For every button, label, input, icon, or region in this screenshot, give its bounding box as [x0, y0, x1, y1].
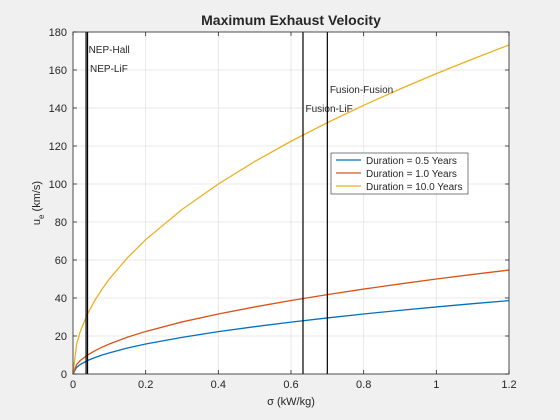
y-tick-label: 40	[55, 293, 67, 305]
vertical-line-label-2: NEP-LiF	[90, 64, 128, 75]
x-axis-label: σ (kW/kg)	[267, 396, 315, 408]
y-tick-label: 140	[49, 103, 67, 115]
legend-label-1: Duration = 0.5 Years	[366, 156, 457, 167]
vertical-lines: NEP-Hall NEP-LiF Fusion-LiF Fusion-Fusion	[85, 32, 393, 374]
y-tick-label: 180	[49, 27, 67, 39]
legend: Duration = 0.5 Years Duration = 1.0 Year…	[330, 152, 469, 195]
y-axis-label-main: u	[31, 219, 43, 225]
x-tick-label: 0.4	[211, 379, 226, 391]
vertical-line-label-4: Fusion-Fusion	[330, 85, 393, 96]
y-tick-label: 0	[61, 369, 67, 381]
x-tick-label: 0.2	[138, 379, 153, 391]
x-tick-label: 0	[70, 379, 76, 391]
ticks: 0 0.2 0.4 0.6 0.8 1 1.2 0 20 40 60 80 100 120 140 160 18…	[49, 27, 517, 391]
legend-label-2: Duration = 1.0 Years	[366, 169, 457, 180]
y-tick-label: 60	[55, 255, 67, 267]
y-tick-label: 160	[49, 65, 67, 77]
x-tick-label: 1	[433, 379, 439, 391]
legend-label-3: Duration = 10.0 Years	[366, 182, 462, 193]
x-tick-label: 1.2	[501, 379, 516, 391]
vertical-line-label-1: NEP-Hall	[89, 45, 130, 56]
x-tick-label: 0.6	[283, 379, 298, 391]
y-tick-label: 80	[55, 217, 67, 229]
chart-title: Maximum Exhaust Velocity	[201, 12, 381, 28]
y-tick-label: 100	[49, 179, 67, 191]
x-tick-label: 0.8	[356, 379, 371, 391]
y-axis-label: ue (km/s)	[31, 181, 46, 225]
vertical-line-label-3: Fusion-LiF	[305, 104, 352, 115]
y-axis-label-units: (km/s)	[31, 181, 43, 215]
y-axis-label-subscript: e	[37, 214, 46, 219]
y-tick-label: 120	[49, 141, 67, 153]
y-tick-label: 20	[55, 331, 67, 343]
